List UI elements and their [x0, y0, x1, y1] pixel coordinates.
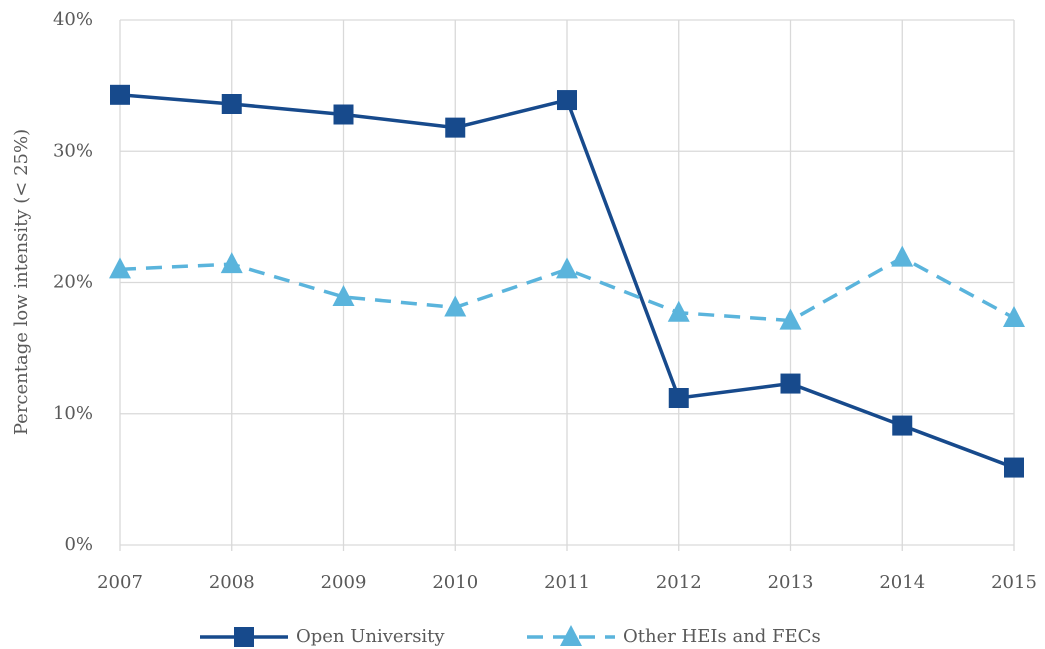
x-tick-label: 2010 — [432, 572, 478, 593]
y-tick-label: 10% — [53, 403, 93, 424]
legend-label: Open University — [296, 626, 445, 647]
y-tick-label: 20% — [53, 272, 93, 293]
data-point — [445, 117, 466, 138]
data-point — [110, 84, 130, 105]
x-tick-label: 2007 — [97, 572, 143, 593]
data-point — [668, 388, 689, 408]
data-point — [333, 104, 354, 125]
data-point — [221, 94, 242, 114]
data-point — [556, 257, 578, 279]
x-tick-label: 2013 — [768, 572, 814, 593]
data-point — [667, 300, 690, 322]
data-point — [779, 308, 802, 330]
data-point — [332, 284, 355, 306]
data-point — [220, 252, 243, 274]
data-point — [1003, 305, 1025, 327]
data-point — [444, 295, 467, 317]
data-point — [891, 245, 914, 267]
x-tick-label: 2008 — [209, 572, 255, 593]
x-tick-label: 2009 — [321, 572, 367, 593]
x-tick-label: 2015 — [991, 572, 1037, 593]
x-tick-label: 2014 — [879, 572, 925, 593]
data-point — [557, 90, 577, 111]
y-tick-label: 40% — [53, 9, 93, 30]
data-point — [109, 257, 131, 279]
y-tick-label: 0% — [64, 534, 93, 555]
data-point — [780, 373, 801, 394]
x-tick-label: 2011 — [544, 572, 590, 593]
legend-marker — [560, 625, 582, 646]
legend-label: Other HEIs and FECs — [623, 626, 821, 647]
data-point — [892, 415, 913, 436]
x-tick-label: 2012 — [656, 572, 702, 593]
legend-marker — [234, 627, 254, 647]
y-tick-label: 30% — [53, 140, 93, 161]
data-point — [1004, 457, 1024, 478]
y-axis-title: Percentage low intensity (< 25%) — [11, 129, 32, 435]
